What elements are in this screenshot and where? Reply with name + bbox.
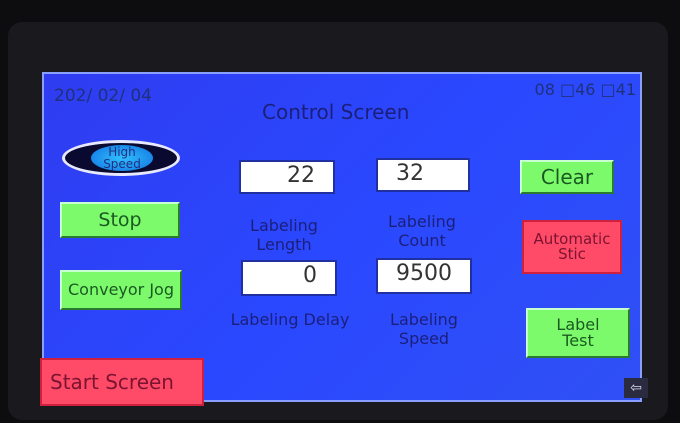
time-display: 08 □46 □41 xyxy=(534,80,636,99)
labeling-length-label: Labeling Length xyxy=(250,216,318,254)
page-title: Control Screen xyxy=(262,100,410,124)
stop-button[interactable]: Stop xyxy=(60,202,180,238)
date-display: 202/ 02/ 04 xyxy=(54,86,152,106)
labeling-count-label: Labeling Count xyxy=(388,212,456,250)
high-speed-label: High Speed xyxy=(91,145,153,171)
back-arrow-icon[interactable]: ⇦ xyxy=(624,378,648,398)
labeling-count-field[interactable]: 32 xyxy=(376,158,470,192)
clear-button[interactable]: Clear xyxy=(520,160,614,194)
automatic-stick-button[interactable]: Automatic Stic xyxy=(522,220,622,274)
label-test-button[interactable]: Label Test xyxy=(526,308,630,358)
labeling-length-field[interactable]: 22 xyxy=(239,160,335,194)
conveyor-jog-button[interactable]: Conveyor Jog xyxy=(60,270,182,310)
labeling-delay-label: Labeling Delay xyxy=(230,310,350,329)
control-screen: 202/ 02/ 04 08 □46 □41 Control Screen Hi… xyxy=(40,72,642,406)
start-screen-button[interactable]: Start Screen xyxy=(40,358,204,406)
labeling-speed-label: Labeling Speed xyxy=(390,310,458,348)
labeling-speed-field[interactable]: 9500 xyxy=(376,258,472,294)
labeling-delay-field[interactable]: 0 xyxy=(241,260,337,296)
high-speed-toggle[interactable]: High Speed xyxy=(62,140,180,176)
